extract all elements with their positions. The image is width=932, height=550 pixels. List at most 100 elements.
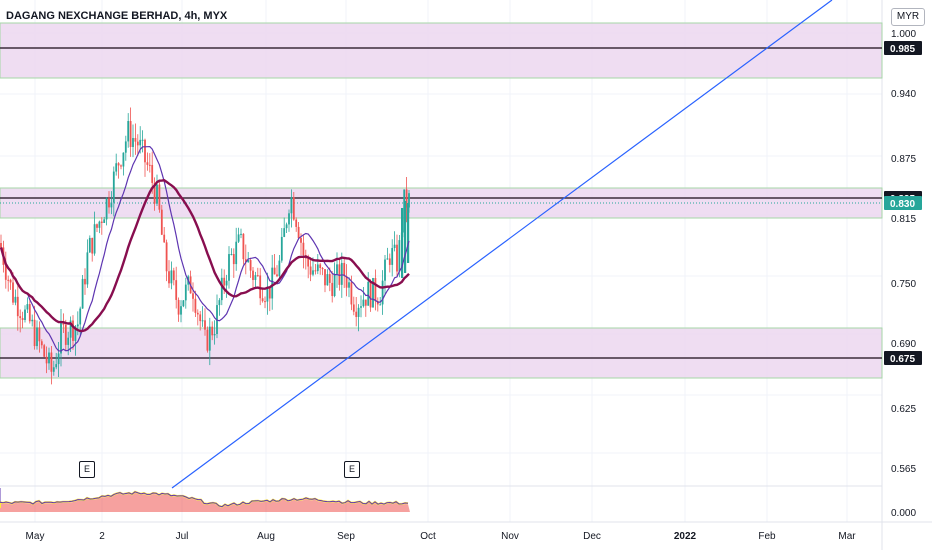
- candle-body: [360, 306, 362, 308]
- candle-body: [374, 278, 377, 302]
- candle-body: [379, 304, 382, 306]
- candle-body: [242, 233, 245, 260]
- candle-body: [249, 260, 252, 271]
- candle-body: [196, 312, 199, 315]
- candle-body: [388, 258, 391, 265]
- candle-body: [57, 353, 60, 365]
- symbol-title: DAGANG NEXCHANGE BERHAD, 4h, MYX: [6, 10, 228, 22]
- candle-body: [408, 193, 410, 208]
- time-tick-label: Oct: [420, 531, 436, 542]
- candle-body: [0, 243, 2, 248]
- candle-body: [9, 279, 12, 283]
- volume-tick-label: 0.000: [891, 508, 916, 519]
- candle-body: [144, 139, 146, 163]
- candle-body: [110, 202, 113, 208]
- candle-body: [295, 219, 298, 227]
- candle-body: [280, 236, 283, 261]
- price-axis[interactable]: 1.000 0.940 0.875 0.815 0.750 0.690 0.625 0.565…: [884, 29, 922, 519]
- candle-body: [163, 234, 166, 243]
- candle-body: [314, 270, 317, 272]
- candle-body: [64, 324, 67, 345]
- candle-body: [407, 203, 410, 263]
- earnings-marker[interactable]: E: [79, 461, 95, 478]
- candle-body: [381, 280, 384, 305]
- price-label-text: 0.675: [890, 354, 915, 365]
- candle-body: [117, 163, 120, 166]
- candle-body: [290, 197, 293, 214]
- price-label-text: 0.830: [890, 199, 915, 210]
- candle-body: [139, 139, 142, 146]
- candle-body: [170, 270, 173, 284]
- candle-body: [352, 304, 355, 312]
- candle-body: [285, 224, 288, 229]
- time-axis[interactable]: May 2 Jul Aug Sep Oct Nov Dec 2022 Feb Mar: [26, 531, 857, 542]
- time-tick-label: Feb: [758, 531, 776, 542]
- price-tick-label: 1.000: [891, 29, 916, 40]
- time-tick-label: Aug: [257, 531, 275, 542]
- candle-body: [230, 254, 233, 256]
- candle-body: [393, 244, 396, 248]
- candle-body: [345, 276, 348, 288]
- candle-body: [324, 269, 326, 286]
- earnings-marker[interactable]: E: [344, 461, 360, 478]
- candle-body: [134, 138, 137, 142]
- candle-body: [300, 238, 302, 243]
- candle-body: [76, 324, 79, 327]
- candle-body: [208, 326, 211, 351]
- candle-body: [4, 264, 7, 280]
- candle-body: [340, 262, 343, 285]
- candle-body: [172, 270, 175, 281]
- candle-body: [254, 275, 257, 280]
- candle-body: [62, 322, 65, 325]
- candle-body: [343, 262, 346, 277]
- candle-body: [31, 319, 34, 322]
- candlestick-series: [0, 107, 410, 385]
- candle-body: [115, 163, 118, 172]
- candle-body: [148, 164, 151, 166]
- candle-body: [278, 260, 281, 277]
- candle-body: [218, 300, 221, 306]
- candle-body: [153, 182, 156, 204]
- candle-body: [192, 293, 194, 299]
- candle-body: [266, 287, 269, 302]
- candle-body: [14, 296, 17, 303]
- candle-body: [67, 337, 70, 345]
- price-label-box: [884, 196, 922, 210]
- candle-body: [184, 284, 187, 301]
- trendline[interactable]: [171, 0, 833, 489]
- volume-pane: [0, 488, 410, 512]
- candle-body: [223, 277, 226, 286]
- time-tick-label: Jul: [176, 531, 189, 542]
- candle-body: [247, 260, 250, 263]
- candle-body: [292, 197, 295, 220]
- candle-body: [338, 264, 341, 285]
- price-tick-label: 0.690: [891, 339, 916, 350]
- candle-body: [103, 219, 106, 223]
- candle-body: [384, 259, 386, 281]
- candle-body: [401, 208, 404, 278]
- candle-body: [7, 279, 10, 281]
- candle-body: [240, 233, 242, 235]
- candle-body: [237, 234, 240, 242]
- time-tick-label: Dec: [583, 531, 601, 542]
- candle-body: [213, 334, 216, 336]
- candle-body: [69, 320, 72, 338]
- candle-body: [336, 264, 338, 274]
- candle-body: [244, 259, 247, 263]
- candle-body: [355, 311, 358, 317]
- candle-body: [124, 141, 127, 153]
- moving-averages: [0, 145, 410, 352]
- candle-body: [122, 152, 125, 167]
- currency-button[interactable]: MYR: [891, 8, 925, 26]
- candle-body: [252, 270, 254, 280]
- candle-body: [404, 201, 407, 273]
- candle-body: [321, 267, 324, 270]
- candle-body: [357, 307, 360, 317]
- price-label-text: 0.985: [890, 44, 915, 55]
- candle-body: [177, 299, 180, 315]
- candle-body: [72, 320, 74, 341]
- time-tick-label: Mar: [838, 531, 856, 542]
- candle-body: [33, 319, 36, 347]
- candle-body: [273, 267, 276, 275]
